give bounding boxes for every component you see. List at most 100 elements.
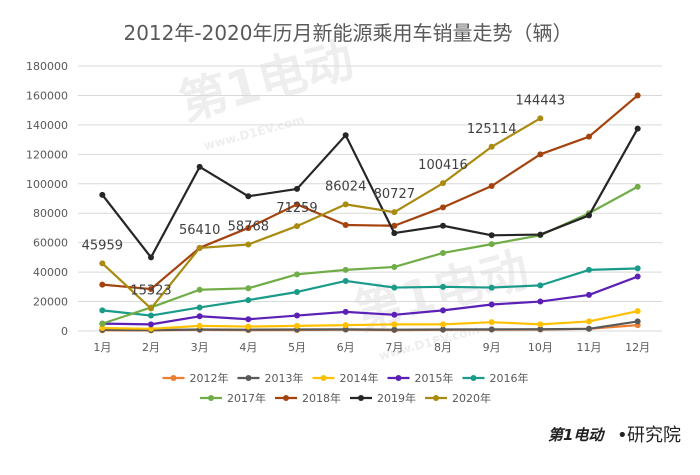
data-point xyxy=(586,318,592,325)
legend-marker xyxy=(395,375,402,381)
data-point xyxy=(488,326,495,333)
data-point xyxy=(537,326,544,333)
data-point xyxy=(196,286,203,293)
data-point xyxy=(294,271,300,278)
data-point xyxy=(196,322,203,329)
legend-item: 2018年 xyxy=(275,391,341,405)
data-point xyxy=(245,285,252,292)
footer-text: 研究院 xyxy=(627,425,681,446)
data-point xyxy=(391,326,398,333)
data-point xyxy=(537,115,544,122)
y-tick-label: 60000 xyxy=(33,237,68,250)
legend-item: 2020年 xyxy=(425,391,491,405)
footer-logo-text: 第1电动 xyxy=(548,426,605,444)
legend-marker xyxy=(208,395,214,401)
legend-label: 2015年 xyxy=(415,371,454,385)
data-point xyxy=(245,316,252,323)
data-point xyxy=(342,326,349,333)
data-point xyxy=(440,326,446,333)
series-line xyxy=(102,267,638,317)
legend-label: 2018年 xyxy=(302,391,341,405)
legend-item: 2015年 xyxy=(387,371,454,385)
data-label: 80727 xyxy=(374,187,415,202)
data-point xyxy=(148,305,154,312)
data-label: 71259 xyxy=(276,201,317,216)
data-point xyxy=(488,241,495,248)
series-2019年 xyxy=(99,125,641,261)
series-line xyxy=(102,94,639,291)
data-point xyxy=(634,265,641,272)
data-point xyxy=(586,325,592,332)
data-label: 45959 xyxy=(82,238,123,253)
data-point xyxy=(440,283,446,290)
legend-label: 2016年 xyxy=(490,371,529,385)
series-line xyxy=(102,320,638,332)
data-point xyxy=(99,325,106,332)
data-point xyxy=(196,163,203,170)
data-point xyxy=(586,291,592,298)
x-tick-label: 9月 xyxy=(483,341,501,354)
data-point xyxy=(634,273,641,280)
data-point xyxy=(294,201,300,208)
data-point xyxy=(245,241,252,248)
data-point xyxy=(391,311,398,318)
y-tick-label: 160000 xyxy=(26,89,68,102)
x-tick-label: 11月 xyxy=(577,341,602,354)
data-point xyxy=(488,301,495,308)
data-point xyxy=(294,185,300,192)
series-2016年 xyxy=(99,265,641,319)
series-line xyxy=(102,310,638,330)
data-point xyxy=(148,286,154,293)
data-label: 56410 xyxy=(179,223,220,238)
data-point xyxy=(440,180,446,187)
data-point xyxy=(586,266,592,273)
legend-item: 2014年 xyxy=(312,371,379,385)
data-point xyxy=(586,133,592,140)
data-point xyxy=(245,193,252,200)
data-point xyxy=(537,298,544,305)
data-label: 144443 xyxy=(516,93,566,108)
data-label: 86024 xyxy=(325,179,366,194)
data-point xyxy=(342,322,349,329)
data-point xyxy=(488,284,495,291)
legend-label: 2012年 xyxy=(190,371,229,385)
legend-marker xyxy=(170,375,177,381)
data-label: 100416 xyxy=(418,158,468,173)
data-point xyxy=(634,92,641,99)
data-point xyxy=(537,282,544,289)
series-2018年 xyxy=(99,92,641,293)
x-axis-ticks: 1月 2月 3月 4月 5月 6月 7月 8月 9月 10月 11月 12月 xyxy=(93,341,650,354)
legend-item: 2013年 xyxy=(237,371,304,385)
data-point xyxy=(440,204,446,211)
data-point xyxy=(391,284,398,291)
series-2014年 xyxy=(99,308,641,332)
x-tick-label: 4月 xyxy=(239,341,257,354)
x-tick-label: 5月 xyxy=(288,341,306,354)
data-point xyxy=(196,313,203,320)
data-point xyxy=(488,319,495,326)
data-point xyxy=(342,266,349,273)
data-point xyxy=(342,201,349,208)
data-point xyxy=(99,281,106,288)
legend-item: 2019年 xyxy=(350,391,416,405)
data-point xyxy=(440,249,446,256)
data-point xyxy=(342,308,349,315)
legend-marker xyxy=(358,395,364,401)
data-point xyxy=(488,232,495,239)
watermark-logo-text: 第1电动 xyxy=(174,32,360,132)
data-point xyxy=(634,308,641,315)
data-point xyxy=(294,223,300,230)
data-point xyxy=(440,307,446,314)
data-point xyxy=(537,231,544,238)
x-tick-label: 1月 xyxy=(93,341,111,354)
data-point xyxy=(391,209,398,216)
legend: 2012年 2013年 2014年 2015年 2016年 2017年 2018年 2019年… xyxy=(162,371,529,405)
x-tick-label: 10月 xyxy=(528,341,553,354)
x-tick-label: 6月 xyxy=(337,341,355,354)
legend-label: 2013年 xyxy=(265,371,304,385)
legend-item: 2016年 xyxy=(462,371,529,385)
data-point xyxy=(99,260,106,267)
x-tick-label: 8月 xyxy=(434,341,452,354)
data-point xyxy=(294,322,300,329)
y-tick-label: 0 xyxy=(61,325,68,338)
